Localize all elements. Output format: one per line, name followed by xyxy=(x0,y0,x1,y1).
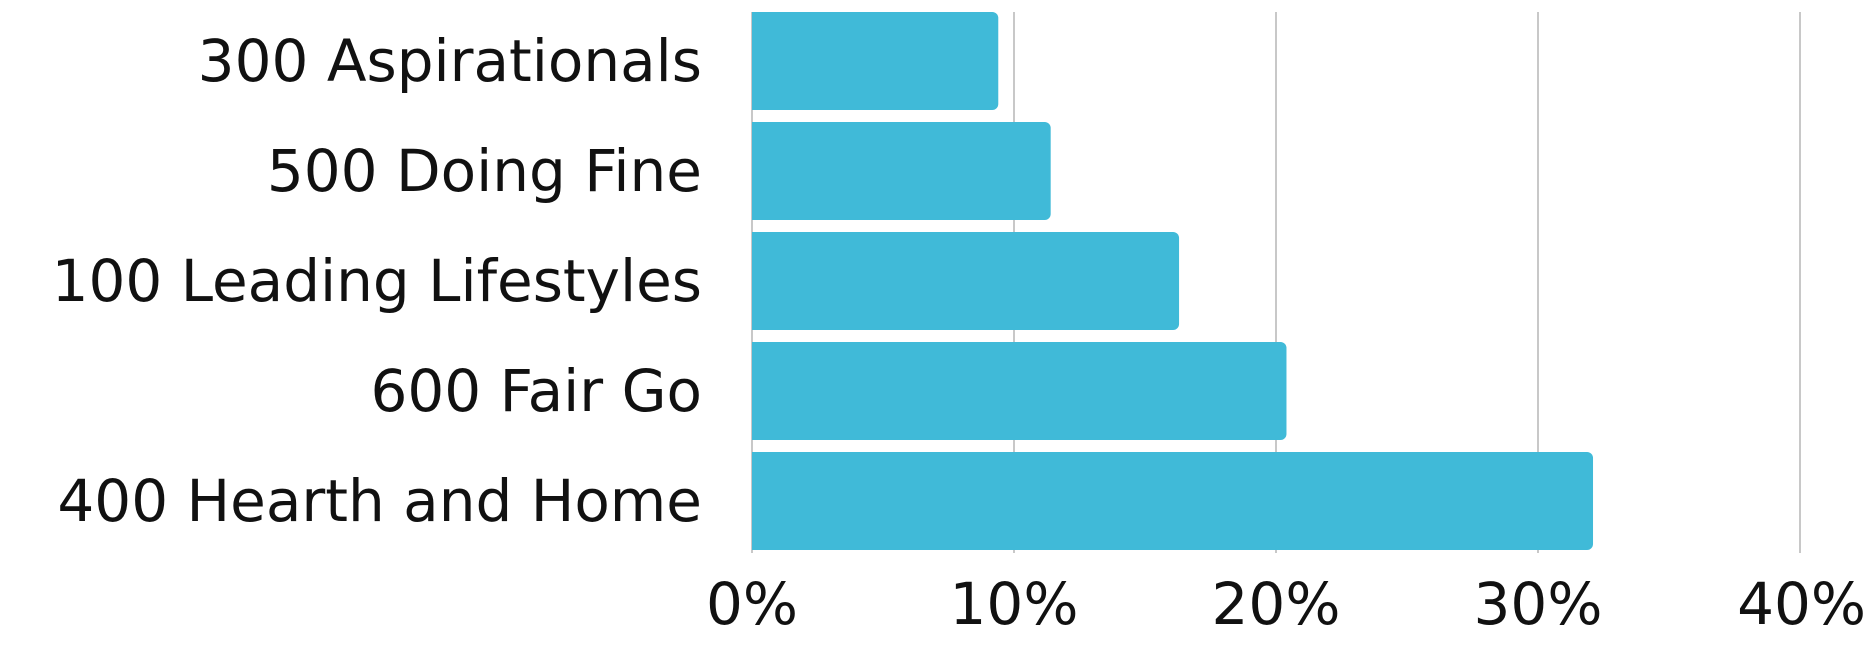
x-tick-label-2: 20% xyxy=(1212,570,1341,638)
bars xyxy=(752,12,1594,550)
bar-0-base xyxy=(752,12,762,110)
category-label-2: 100 Leading Lifestyles xyxy=(52,247,702,315)
category-label-4: 400 Hearth and Home xyxy=(57,467,702,535)
bar-3-base xyxy=(752,342,762,440)
bar-3 xyxy=(752,342,1287,440)
bar-4-base xyxy=(752,452,762,550)
category-labels: 300 Aspirationals 500 Doing Fine 100 Leadi… xyxy=(52,27,702,535)
bar-1-base xyxy=(752,122,762,220)
x-tick-label-3: 30% xyxy=(1474,570,1603,638)
x-axis-tick-labels: 0% 10% 20% 30% 40% xyxy=(706,570,1866,638)
category-label-0: 300 Aspirationals xyxy=(198,27,702,95)
bar-2 xyxy=(752,232,1180,330)
bar-4 xyxy=(752,452,1594,550)
x-tick-label-1: 10% xyxy=(950,570,1079,638)
bar-1 xyxy=(752,122,1051,220)
x-tick-label-4: 40% xyxy=(1737,570,1866,638)
bar-0 xyxy=(752,12,999,110)
category-label-3: 600 Fair Go xyxy=(370,357,702,425)
category-label-1: 500 Doing Fine xyxy=(267,137,702,205)
bar-2-base xyxy=(752,232,762,330)
x-tick-label-0: 0% xyxy=(706,570,798,638)
